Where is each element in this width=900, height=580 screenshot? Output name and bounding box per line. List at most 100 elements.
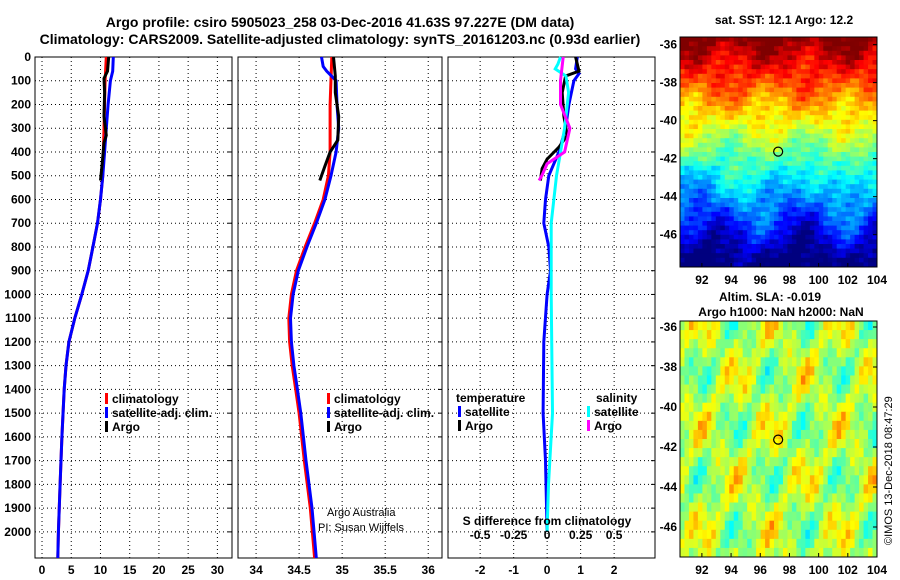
map-cell bbox=[697, 101, 703, 107]
map-cell bbox=[693, 502, 699, 513]
map-cell bbox=[818, 129, 824, 135]
map-cell bbox=[724, 211, 730, 217]
map-cell bbox=[854, 124, 860, 130]
map-cell bbox=[747, 69, 753, 75]
map-cell bbox=[724, 262, 730, 268]
map-cell bbox=[850, 348, 856, 358]
map-cell bbox=[778, 402, 784, 413]
map-cell bbox=[720, 179, 726, 185]
map-cell bbox=[800, 439, 806, 449]
map-cell bbox=[805, 538, 811, 549]
map-cell bbox=[729, 366, 735, 376]
map-cell bbox=[854, 211, 860, 217]
map-cell bbox=[724, 142, 730, 148]
map-cell bbox=[738, 262, 744, 268]
map-cell bbox=[702, 170, 708, 176]
map-cell bbox=[814, 202, 820, 208]
map-cell bbox=[872, 198, 878, 204]
map-cell bbox=[751, 547, 757, 558]
map-cell bbox=[769, 175, 775, 181]
map-cell bbox=[823, 161, 829, 167]
map-cell bbox=[841, 348, 847, 358]
map-cell bbox=[872, 484, 878, 494]
map-cell bbox=[724, 547, 730, 558]
map-cell bbox=[841, 393, 847, 404]
map-cell bbox=[680, 37, 685, 43]
map-cell bbox=[841, 119, 847, 125]
legend-label: satellite-adj. clim. bbox=[334, 406, 434, 420]
map-cell bbox=[850, 147, 856, 153]
map-cell bbox=[684, 73, 690, 79]
map-cell bbox=[756, 161, 762, 167]
map-cell bbox=[796, 198, 802, 204]
map-cell bbox=[836, 69, 842, 75]
map-cell bbox=[809, 221, 815, 227]
map-cell bbox=[760, 170, 766, 176]
map-cell bbox=[791, 321, 797, 331]
map-cell bbox=[832, 101, 838, 107]
map-cell bbox=[765, 330, 771, 340]
map-cell bbox=[809, 92, 815, 98]
map-cell bbox=[760, 156, 766, 162]
map-cell bbox=[827, 64, 833, 70]
map-cell bbox=[738, 161, 744, 167]
map-cell bbox=[863, 520, 869, 531]
map-cell bbox=[814, 339, 820, 349]
map-cell bbox=[733, 262, 739, 268]
map-cell bbox=[787, 50, 793, 56]
map-cell bbox=[729, 64, 735, 70]
map-cell bbox=[782, 179, 788, 185]
map-cell bbox=[787, 37, 793, 43]
map-cell bbox=[711, 207, 717, 213]
map-cell bbox=[760, 50, 766, 56]
map-cell bbox=[787, 339, 793, 349]
map-cell bbox=[715, 37, 721, 43]
map-cell bbox=[872, 230, 878, 236]
map-cell bbox=[765, 511, 771, 522]
map-cell bbox=[706, 147, 712, 153]
map-cell bbox=[841, 193, 847, 199]
map-cell bbox=[868, 262, 874, 268]
map-cell bbox=[680, 152, 685, 158]
map-cell bbox=[738, 96, 744, 102]
map-cell bbox=[814, 83, 820, 89]
map-cell bbox=[720, 475, 726, 485]
map-cell bbox=[800, 529, 806, 540]
map-cell bbox=[720, 239, 726, 245]
map-cell bbox=[774, 257, 779, 263]
map-cell bbox=[818, 239, 824, 245]
map-cell bbox=[706, 475, 712, 485]
map-cell bbox=[805, 466, 811, 476]
map-cell bbox=[706, 244, 712, 250]
map-cell bbox=[782, 253, 788, 259]
map-cell bbox=[814, 262, 820, 268]
map-cell bbox=[724, 198, 730, 204]
map-cell bbox=[724, 50, 730, 56]
map-cell bbox=[859, 147, 865, 153]
map-cell bbox=[720, 375, 726, 386]
map-cell bbox=[805, 142, 811, 148]
map-cell bbox=[787, 152, 793, 158]
map-cell bbox=[868, 161, 874, 167]
map-cell bbox=[850, 493, 856, 504]
map-cell bbox=[818, 339, 824, 349]
map-cell bbox=[863, 538, 869, 549]
map-cell bbox=[729, 175, 735, 181]
map-cell bbox=[805, 129, 811, 135]
credit-argo-australia: Argo Australia bbox=[327, 507, 396, 519]
map-cell bbox=[854, 262, 860, 268]
map-cell bbox=[747, 142, 753, 148]
map-cell bbox=[782, 529, 788, 540]
map-cell bbox=[702, 175, 708, 181]
map-cell bbox=[818, 234, 824, 240]
map-cell bbox=[769, 257, 775, 263]
map-cell bbox=[809, 78, 815, 84]
map-cell bbox=[697, 69, 703, 75]
map-cell bbox=[863, 133, 869, 139]
map-cell bbox=[814, 230, 820, 236]
map-cell bbox=[850, 357, 856, 367]
map-cell bbox=[742, 41, 748, 47]
map-cell bbox=[711, 225, 717, 231]
map-cell bbox=[805, 230, 811, 236]
map-cell bbox=[729, 547, 735, 558]
